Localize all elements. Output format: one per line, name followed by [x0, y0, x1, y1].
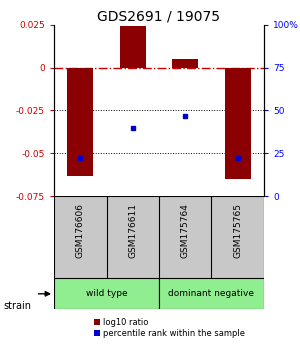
Text: wild type: wild type — [86, 289, 127, 298]
Bar — [225, 68, 251, 179]
Text: GSM176611: GSM176611 — [128, 203, 137, 258]
Text: GSM176606: GSM176606 — [76, 203, 85, 258]
Text: strain: strain — [3, 301, 31, 311]
Bar — [172, 59, 198, 68]
Text: dominant negative: dominant negative — [169, 289, 254, 298]
Text: GSM175764: GSM175764 — [181, 203, 190, 258]
Bar — [120, 27, 146, 68]
Bar — [54, 278, 159, 309]
Text: GSM175765: GSM175765 — [233, 203, 242, 258]
Title: GDS2691 / 19075: GDS2691 / 19075 — [98, 10, 220, 24]
Bar — [67, 68, 93, 176]
Legend: log10 ratio, percentile rank within the sample: log10 ratio, percentile rank within the … — [94, 318, 245, 338]
Bar — [159, 278, 264, 309]
